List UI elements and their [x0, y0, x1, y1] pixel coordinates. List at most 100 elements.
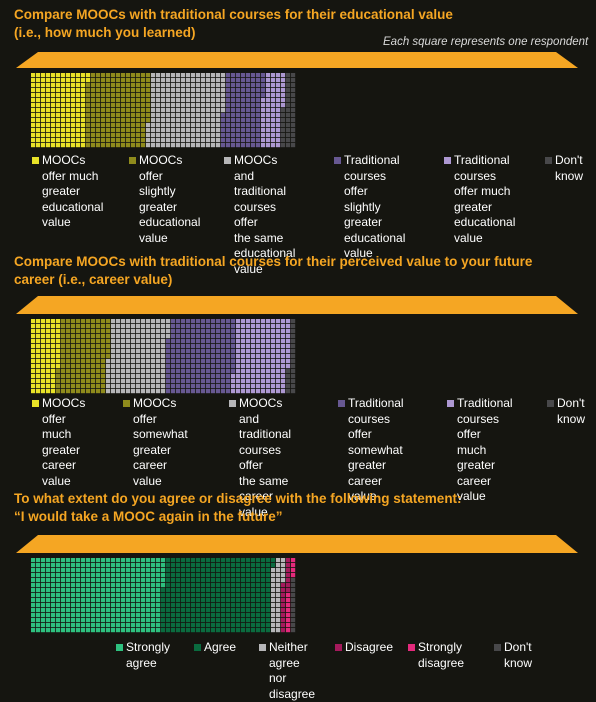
respondent-square [166, 583, 171, 588]
respondent-square [41, 359, 46, 364]
respondent-square [156, 593, 161, 598]
respondent-square [151, 123, 156, 128]
respondent-square [36, 349, 41, 354]
respondent-square [71, 143, 76, 148]
respondent-square [191, 143, 196, 148]
respondent-square [271, 73, 276, 78]
respondent-square [271, 374, 276, 379]
respondent-square [151, 389, 156, 394]
respondent-square [181, 384, 186, 389]
respondent-square [66, 93, 71, 98]
respondent-square [291, 583, 296, 588]
respondent-square [81, 344, 86, 349]
respondent-square [116, 374, 121, 379]
respondent-square [56, 374, 61, 379]
respondent-square [206, 108, 211, 113]
respondent-square [206, 558, 211, 563]
respondent-square [46, 349, 51, 354]
respondent-square [86, 364, 91, 369]
respondent-square [281, 613, 286, 618]
respondent-square [201, 623, 206, 628]
respondent-square [276, 93, 281, 98]
respondent-square [226, 339, 231, 344]
respondent-square [211, 379, 216, 384]
respondent-square [166, 344, 171, 349]
respondent-square [286, 334, 291, 339]
respondent-square [251, 344, 256, 349]
respondent-square [46, 324, 51, 329]
respondent-square [91, 88, 96, 93]
respondent-square [241, 349, 246, 354]
respondent-square [96, 78, 101, 83]
respondent-square [276, 369, 281, 374]
respondent-square [271, 103, 276, 108]
respondent-square [241, 558, 246, 563]
respondent-square [81, 573, 86, 578]
respondent-square [66, 613, 71, 618]
respondent-square [111, 339, 116, 344]
respondent-square [56, 389, 61, 394]
respondent-square [111, 573, 116, 578]
respondent-square [141, 143, 146, 148]
respondent-square [231, 593, 236, 598]
respondent-square [241, 118, 246, 123]
respondent-square [261, 573, 266, 578]
respondent-square [151, 369, 156, 374]
respondent-square [241, 344, 246, 349]
respondent-square [176, 128, 181, 133]
respondent-square [111, 384, 116, 389]
respondent-square [221, 349, 226, 354]
respondent-square [286, 623, 291, 628]
respondent-square [161, 588, 166, 593]
respondent-square [251, 364, 256, 369]
respondent-square [241, 563, 246, 568]
respondent-square [61, 93, 66, 98]
legend-swatch [338, 400, 345, 407]
respondent-square [116, 389, 121, 394]
respondent-square [136, 138, 141, 143]
respondent-square [176, 103, 181, 108]
respondent-square [86, 618, 91, 623]
respondent-square [251, 563, 256, 568]
respondent-square [166, 389, 171, 394]
respondent-square [56, 108, 61, 113]
respondent-square [71, 558, 76, 563]
respondent-square [156, 583, 161, 588]
respondent-square [256, 379, 261, 384]
respondent-square [86, 573, 91, 578]
respondent-square [146, 369, 151, 374]
respondent-square [96, 369, 101, 374]
respondent-square [266, 389, 271, 394]
respondent-square [246, 379, 251, 384]
respondent-square [116, 578, 121, 583]
respondent-square [226, 598, 231, 603]
respondent-square [111, 138, 116, 143]
respondent-square [271, 359, 276, 364]
respondent-square [126, 628, 131, 633]
respondent-square [46, 339, 51, 344]
respondent-square [171, 344, 176, 349]
respondent-square [291, 133, 296, 138]
respondent-square [181, 93, 186, 98]
respondent-square [226, 558, 231, 563]
respondent-square [91, 108, 96, 113]
respondent-square [261, 374, 266, 379]
respondent-square [226, 83, 231, 88]
respondent-square [46, 354, 51, 359]
respondent-square [121, 344, 126, 349]
respondent-square [166, 73, 171, 78]
respondent-square [261, 133, 266, 138]
respondent-square [101, 344, 106, 349]
respondent-square [176, 608, 181, 613]
respondent-square [146, 319, 151, 324]
respondent-square [196, 73, 201, 78]
respondent-square [281, 598, 286, 603]
respondent-square [31, 329, 36, 334]
respondent-square [116, 319, 121, 324]
respondent-square [246, 133, 251, 138]
respondent-square [101, 73, 106, 78]
respondent-square [171, 113, 176, 118]
respondent-square [151, 83, 156, 88]
respondent-square [176, 349, 181, 354]
respondent-square [71, 128, 76, 133]
